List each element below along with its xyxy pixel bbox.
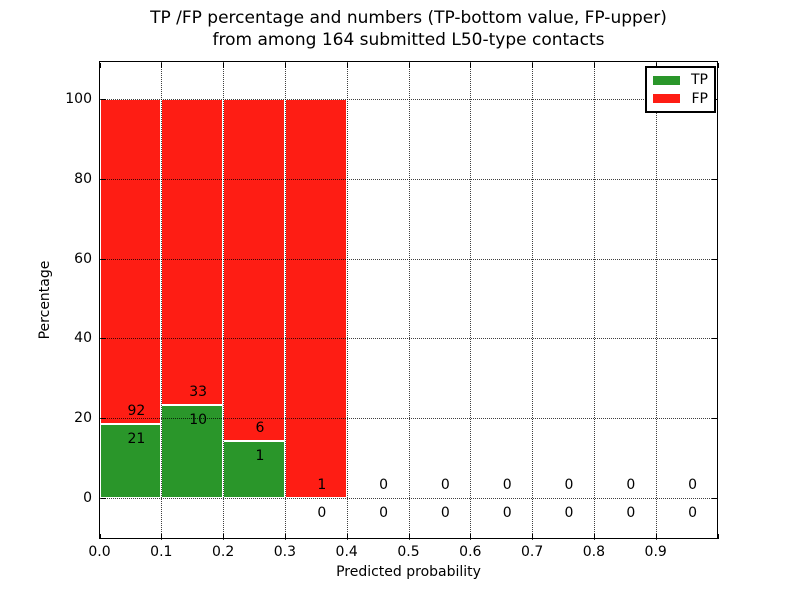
x-tick-mark [99, 63, 101, 68]
y-tick-label: 60 [74, 250, 92, 267]
x-tick-mark [346, 533, 348, 539]
v-gridline [223, 62, 225, 540]
legend-entry-tp: TP [653, 72, 708, 88]
x-tick-mark [532, 533, 534, 539]
fp-count-label: 0 [688, 477, 698, 493]
y-tick-mark [100, 99, 106, 100]
x-tick-mark [223, 63, 225, 68]
y-tick-label: 0 [83, 490, 92, 506]
x-tick-mark [284, 63, 286, 68]
fp-count-label: 0 [440, 477, 450, 493]
tp-count-label: 1 [255, 448, 265, 464]
chart-title-line1: TP /FP percentage and numbers (TP-bottom… [150, 8, 667, 28]
v-gridline [470, 62, 472, 540]
y-tick-mark [711, 338, 717, 340]
y-tick-mark [100, 258, 106, 260]
chart-title-line2: from among 164 submitted L50-type contac… [212, 30, 605, 50]
fp-count-label: 0 [502, 477, 512, 493]
x-tick-label: 0.1 [150, 544, 173, 560]
y-tick-mark [711, 498, 717, 499]
tp-count-label: 0 [379, 505, 389, 521]
legend-entry-fp: FP [653, 91, 708, 107]
v-gridline [346, 62, 348, 540]
x-tick-label: 0.2 [211, 544, 235, 560]
tp-count-label: 0 [317, 505, 327, 521]
tp-count-label: 10 [189, 412, 208, 429]
y-tick-mark [711, 178, 717, 180]
v-gridline [284, 62, 286, 540]
x-tick-label: 0.4 [335, 544, 358, 560]
chart-title: TP /FP percentage and numbers (TP-bottom… [99, 7, 718, 51]
fp-count-label: 1 [317, 477, 327, 493]
legend-label-tp: TP [691, 72, 708, 89]
tp-bar-segment [99, 423, 162, 498]
x-tick-mark [593, 533, 595, 539]
x-tick-mark [470, 63, 472, 68]
x-tick-label: 0.3 [273, 544, 297, 560]
v-gridline [408, 62, 410, 540]
x-tick-label: 0.8 [582, 544, 606, 560]
fp-count-label: 92 [127, 402, 146, 419]
y-tick-label: 20 [74, 410, 92, 427]
x-tick-mark [161, 533, 163, 539]
y-tick-mark [100, 418, 106, 420]
x-tick-label: 0.6 [459, 544, 482, 560]
x-tick-mark [346, 63, 348, 68]
fp-count-label: 6 [255, 420, 265, 436]
legend: TP FP [645, 66, 716, 113]
x-tick-mark [223, 533, 225, 539]
y-axis-label: Percentage [37, 260, 53, 340]
fp-color-swatch [653, 94, 680, 104]
tp-count-label: 0 [688, 505, 698, 521]
y-tick-mark [711, 258, 717, 260]
x-tick-mark [655, 63, 657, 68]
y-tick-label: 40 [74, 330, 92, 347]
v-gridline [532, 62, 534, 540]
y-tick-label: 80 [74, 170, 92, 187]
fp-count-label: 0 [564, 477, 574, 493]
x-tick-mark [532, 63, 534, 68]
x-tick-mark [161, 63, 163, 68]
tp-count-label: 0 [564, 505, 574, 521]
y-tick-mark [100, 338, 106, 340]
v-gridline [593, 62, 595, 540]
x-tick-mark [593, 63, 595, 68]
tp-bar-segment [223, 441, 285, 498]
fp-bar-segment [223, 99, 285, 441]
tp-color-swatch [653, 75, 680, 85]
fp-count-label: 0 [379, 477, 389, 493]
x-tick-mark [408, 63, 410, 68]
fp-bar-segment [161, 99, 224, 406]
x-axis-label: Predicted probability [336, 564, 481, 580]
fp-count-label: 33 [189, 384, 208, 401]
tp-count-label: 0 [626, 505, 636, 521]
fp-bar-segment [284, 99, 347, 498]
tp-count-label: 0 [502, 505, 512, 521]
x-tick-label: 0.7 [520, 544, 544, 560]
x-tick-mark [284, 533, 286, 539]
x-tick-mark [655, 533, 657, 539]
tp-count-label: 0 [440, 505, 450, 521]
y-tick-mark [100, 498, 106, 499]
tp-count-label: 21 [127, 430, 146, 447]
x-tick-mark [99, 533, 101, 539]
fp-count-label: 0 [626, 477, 636, 493]
x-tick-mark [717, 63, 719, 68]
v-gridline [655, 62, 657, 540]
legend-label-fp: FP [691, 90, 709, 107]
x-tick-label: 0.9 [644, 544, 667, 560]
x-tick-mark [470, 533, 472, 539]
x-tick-label: 0.5 [397, 544, 420, 560]
fp-bar-segment [99, 99, 162, 424]
v-gridline [161, 62, 163, 540]
y-tick-mark [100, 178, 106, 180]
y-tick-mark [711, 418, 717, 420]
y-tick-label: 100 [65, 91, 92, 107]
x-tick-mark [408, 533, 410, 539]
x-tick-mark [717, 533, 719, 539]
x-tick-label: 0.0 [88, 544, 111, 560]
